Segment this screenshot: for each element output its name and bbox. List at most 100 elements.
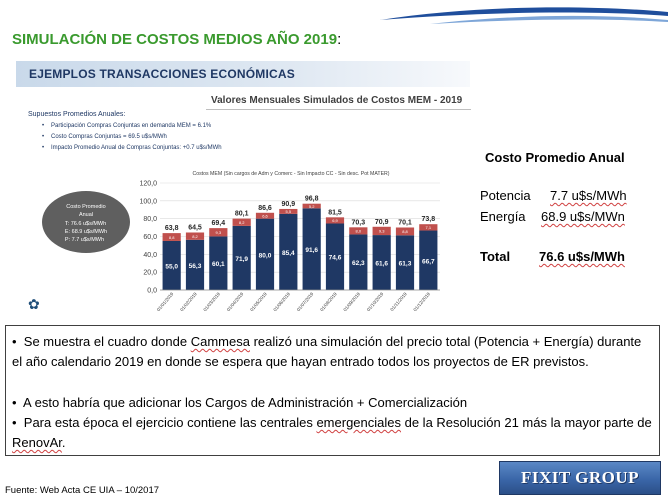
x-tick-label: 01/02/2019 [179,291,198,312]
bar-power [232,218,251,226]
bar-energy [279,213,298,290]
bar-total-label: 70,1 [398,219,412,226]
ellipse-title: Costo Promedio [66,204,106,210]
bar-power [395,227,415,236]
bar-total-label: 90,9 [282,201,296,208]
x-tick-label: 01/10/2019 [366,291,385,312]
average-cost-ellipse: Costo Promedio Anual T: 76.6 u$s/MWh E: … [42,191,130,253]
bar-energy-label: 80,0 [259,252,272,259]
bar-total-label: 70,9 [375,219,389,226]
bar-power-label: 8,0 [356,229,362,234]
potencia-value: 7.7 u$s/MWh [550,188,627,203]
x-tick-label: 01/04/2019 [226,291,245,312]
bar-power [372,226,391,236]
fixit-group-logo: FIXIT GROUP [499,461,661,495]
ellipse-line-energy: E: 68.9 u$s/MWh [64,229,108,235]
bar-power-label: 9,3 [216,230,222,235]
bar-energy [349,234,368,290]
bar-energy-label: 91,6 [305,247,318,254]
ellipse-line-power: P: 7.7 u$s/MWh [64,237,105,243]
y-tick-label: 0,0 [147,288,157,295]
bar-power-label: 6,9 [332,218,338,223]
bar-power-label: 7,1 [426,225,432,230]
y-tick-label: 60,0 [143,234,157,241]
total-value: 76.6 u$s/MWh [539,249,625,264]
bar-energy-label: 62,3 [352,260,365,267]
slide-title: SIMULACIÓN DE COSTOS MEDIOS AÑO 2019: [12,31,342,48]
y-tick-label: 120,0 [139,181,157,188]
potencia-label: Potencia [480,188,531,203]
bar-power-label: 8,8 [402,229,408,234]
bar-power-label: 8,8 [169,235,175,240]
bar-power [349,227,368,235]
bar-energy [162,240,181,290]
bar-power [209,228,228,237]
x-tick-label: 01/06/2019 [272,291,291,312]
assumptions-header: Supuestos Promedios Anuales: [28,111,126,118]
bar-power-label: 5,2 [309,204,315,209]
ellipse-line-total: T: 76.6 u$s/MWh [64,221,107,227]
header-swoosh [380,7,668,24]
bar-total-label: 69,4 [212,220,226,227]
bar-power [255,212,275,219]
bar-total-label: 63,8 [165,225,179,232]
embedded-slide-image: EJEMPLOS TRANSACCIONES ECONÓMICAS Valore… [16,61,471,351]
bar-power-label: 9,3 [379,229,385,234]
bar-energy [185,239,205,290]
bar-energy-label: 74,6 [329,255,342,262]
embedded-banner: EJEMPLOS TRANSACCIONES ECONÓMICAS [16,61,470,87]
bar-energy [325,223,345,290]
note-bullet: • Para esta época el ejercicio contiene … [12,415,652,450]
bar-total-label: 81,5 [328,209,342,216]
bar-power [419,224,438,231]
bar-energy [395,235,415,290]
y-tick-label: 20,0 [143,270,157,277]
bar-total-label: 80,1 [235,211,249,218]
x-tick-label: 01/09/2019 [342,291,361,312]
bar-total-label: 64,5 [188,224,202,231]
bar-power-label: 8,2 [239,220,245,225]
assumption-item: Costo Compras Conjuntas = 69.5 u$s/MWh [28,132,293,143]
x-tick-label: 01/01/2019 [156,291,175,312]
x-tick-label: 01/03/2019 [202,291,221,312]
x-tick-label: 01/05/2019 [249,291,268,312]
bar-energy [255,218,275,290]
bar-energy-label: 60,1 [212,261,225,268]
bar-power [325,217,345,224]
bar-total-label: 73,8 [422,216,436,223]
total-label: Total [480,249,511,264]
bar-power [162,233,181,241]
logo-text: FIXIT GROUP [520,468,640,487]
source-footer: Fuente: Web Acta CE UIA – 10/2017 [5,485,160,496]
y-tick-label: 100,0 [139,198,157,205]
bar-energy-label: 66,7 [422,258,435,265]
note-bullet: • Se muestra el cuadro donde Cammesa rea… [12,334,642,369]
bar-energy [232,225,251,290]
y-tick-label: 40,0 [143,252,157,259]
bar-power-label: 6,6 [262,214,268,219]
bar-power [279,208,298,214]
energia-label: Energía [480,209,526,224]
bar-total-label: 70,3 [352,219,366,226]
bar-energy [372,235,391,290]
embedded-subtitle: Valores Mensuales Simulados de Costos ME… [211,95,463,106]
summary-row-total: Total 76.6 u$s/MWh [480,249,625,264]
summary-title: Costo Promedio Anual [485,150,625,165]
bar-energy [209,236,228,290]
y-tick-label: 80,0 [143,216,157,223]
bar-energy [419,230,438,290]
note-bullet: • A esto habría que adicionar los Cargos… [12,395,468,410]
energia-value: 68.9 u$s/MWn [541,209,625,224]
costs-mem-chart: Costos MEM (Sin cargos de Adm y Comerc -… [139,171,440,351]
x-tick-label: 01/12/2019 [412,291,431,312]
bar-energy-label: 56,3 [189,263,202,270]
bar-energy-label: 55,0 [165,263,178,270]
notes-box: • Se muestra el cuadro donde Cammesa rea… [5,325,660,456]
x-tick-label: 01/08/2019 [319,291,338,312]
bar-energy-label: 61,3 [399,261,412,268]
assumption-item: Participación Compras Conjuntas en deman… [28,121,293,132]
bar-power-label: 5,5 [286,209,292,214]
bar-energy [302,208,321,290]
assumption-item: Impacto Promedio Anual de Compras Conjun… [28,143,293,154]
bar-energy-label: 71,9 [235,256,248,263]
